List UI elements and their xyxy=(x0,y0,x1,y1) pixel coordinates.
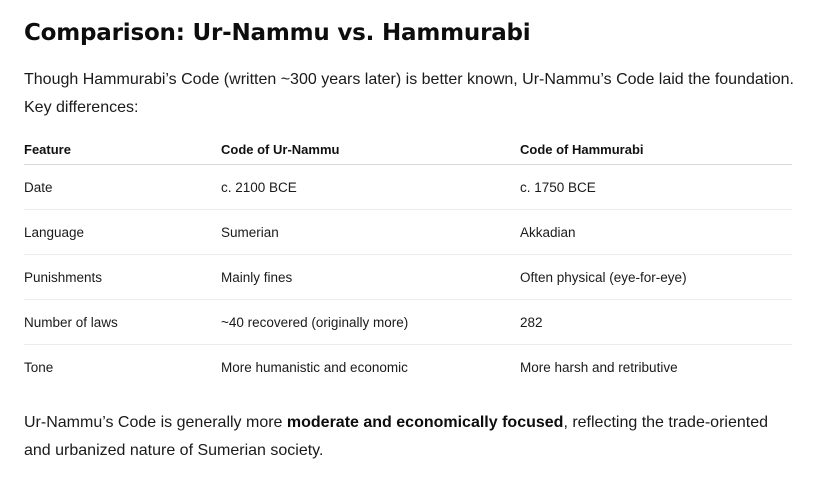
column-header-hammurabi: Code of Hammurabi xyxy=(520,134,792,165)
table-cell: c. 1750 BCE xyxy=(520,164,792,210)
table-cell: 282 xyxy=(520,299,792,345)
table-cell: Tone xyxy=(24,359,54,375)
table-cell: Language xyxy=(24,209,221,255)
table-cell: Often physical (eye-for-eye) xyxy=(520,254,792,300)
table-row: Number of laws ~40 recovered (originally… xyxy=(24,299,792,345)
intro-paragraph: Though Hammurabi’s Code (written ~300 ye… xyxy=(24,71,794,116)
column-header-feature: Feature xyxy=(24,134,221,165)
table-row: Punishments Mainly fines Often physical … xyxy=(24,254,792,300)
table-row: Tone More humanistic and economic More h… xyxy=(24,345,792,390)
table-cell: c. 2100 BCE xyxy=(221,164,520,210)
table-row: Date c. 2100 BCE c. 1750 BCE xyxy=(24,164,792,210)
table-header-row: Feature Code of Ur-Nammu Code of Hammura… xyxy=(24,134,792,165)
table-cell: Sumerian xyxy=(221,209,520,255)
table-cell: More humanistic and economic xyxy=(221,359,408,375)
summary-text-before: Ur-Nammu’s Code is generally more xyxy=(24,414,287,431)
table-cell: Number of laws xyxy=(24,299,221,345)
table-cell: Akkadian xyxy=(520,209,792,255)
comparison-table: Feature Code of Ur-Nammu Code of Hammura… xyxy=(24,134,792,389)
summary-paragraph: Ur-Nammu’s Code is generally more modera… xyxy=(24,409,799,465)
table-cell: Date xyxy=(24,164,221,210)
page-title: Comparison: Ur-Nammu vs. Hammurabi xyxy=(24,20,531,46)
summary-text-after: , reflecting the trade-oriented and urba… xyxy=(24,414,768,459)
table-row: Language Sumerian Akkadian xyxy=(24,209,792,255)
table-cell: ~40 recovered (originally more) xyxy=(221,299,520,345)
column-header-ur-nammu: Code of Ur-Nammu xyxy=(221,134,520,165)
table-cell: More harsh and retributive xyxy=(520,359,678,375)
table-cell: Punishments xyxy=(24,254,221,300)
table-cell: Mainly fines xyxy=(221,254,520,300)
summary-emphasis: moderate and economically focused xyxy=(286,414,564,431)
document-content: Comparison: Ur-Nammu vs. Hammurabi Thoug… xyxy=(24,14,799,465)
